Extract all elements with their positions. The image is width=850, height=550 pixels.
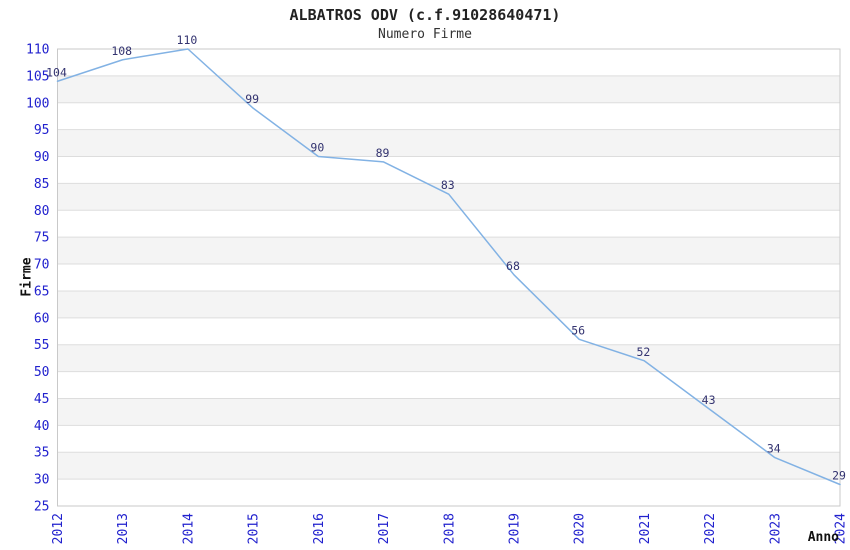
data-line (56, 48, 841, 486)
chart-subtitle: Numero Firme (378, 27, 472, 42)
plot-band (57, 183, 840, 211)
plot-band (57, 102, 840, 130)
data-point-label: 68 (506, 259, 520, 273)
data-point-label: 52 (636, 345, 650, 359)
x-axis-title: Anno (807, 530, 839, 545)
y-tick-label: 50 (34, 365, 50, 380)
data-point-label: 89 (376, 146, 390, 160)
plot-band (57, 237, 840, 265)
y-axis-title: Firme (19, 257, 35, 297)
y-tick-label: 30 (34, 473, 50, 488)
y-tick-label: 25 (34, 500, 50, 515)
plot-band (57, 75, 840, 103)
y-tick-label: 40 (34, 419, 50, 434)
y-tick-label: 110 (26, 43, 49, 58)
data-point-label: 83 (441, 178, 455, 192)
plot-band (57, 371, 840, 399)
data-point-label: 99 (245, 92, 259, 106)
data-point-label: 34 (767, 442, 781, 456)
x-tick-label: 2013 (116, 513, 131, 544)
plot-band (57, 398, 840, 426)
data-point-label: 43 (702, 393, 716, 407)
y-tick-label: 100 (26, 96, 49, 111)
plot-band (57, 425, 840, 453)
plot-border (57, 48, 841, 507)
plot-band (57, 290, 840, 318)
y-tick-label: 90 (34, 150, 50, 165)
x-tick-label: 2024 (834, 513, 849, 544)
data-point-label: 108 (111, 44, 132, 58)
x-tick-label: 2018 (442, 513, 457, 544)
y-tick-label: 75 (34, 231, 50, 246)
plot-band (57, 264, 840, 291)
plot-band (57, 49, 840, 76)
plot-band (57, 452, 840, 480)
chart-title: ALBATROS ODV (c.f.91028640471) (289, 6, 561, 24)
plot-band (57, 156, 840, 184)
y-tick-label: 105 (26, 69, 49, 84)
y-tick-label: 35 (34, 446, 50, 461)
x-tick-label: 2017 (377, 513, 392, 544)
data-point-label: 90 (310, 141, 324, 155)
data-point-label: 110 (177, 33, 198, 47)
x-tick-label: 2022 (703, 513, 718, 544)
y-tick-label: 85 (34, 177, 50, 192)
y-tick-label: 95 (34, 123, 50, 138)
y-tick-label: 70 (34, 258, 50, 273)
data-point-label: 56 (571, 323, 585, 337)
x-tick-label: 2019 (507, 513, 522, 544)
x-tick-label: 2014 (181, 513, 196, 544)
x-tick-label: 2012 (51, 513, 66, 544)
x-tick-label: 2021 (638, 513, 653, 544)
plot-band (57, 210, 840, 238)
y-tick-label: 55 (34, 338, 50, 353)
y-tick-label: 65 (34, 284, 50, 299)
data-point-label: 104 (46, 65, 67, 79)
plot-band (57, 317, 840, 345)
y-tick-label: 80 (34, 204, 50, 219)
plot-band (57, 479, 840, 506)
x-tick-label: 2020 (573, 513, 588, 544)
x-tick-label: 2015 (247, 513, 262, 544)
y-tick-label: 45 (34, 392, 50, 407)
x-tick-label: 2023 (768, 513, 783, 544)
x-tick-label: 2016 (312, 513, 327, 544)
plot-band (57, 129, 840, 157)
plot-band (57, 344, 840, 372)
y-tick-label: 60 (34, 311, 50, 326)
data-point-label: 29 (832, 468, 846, 482)
